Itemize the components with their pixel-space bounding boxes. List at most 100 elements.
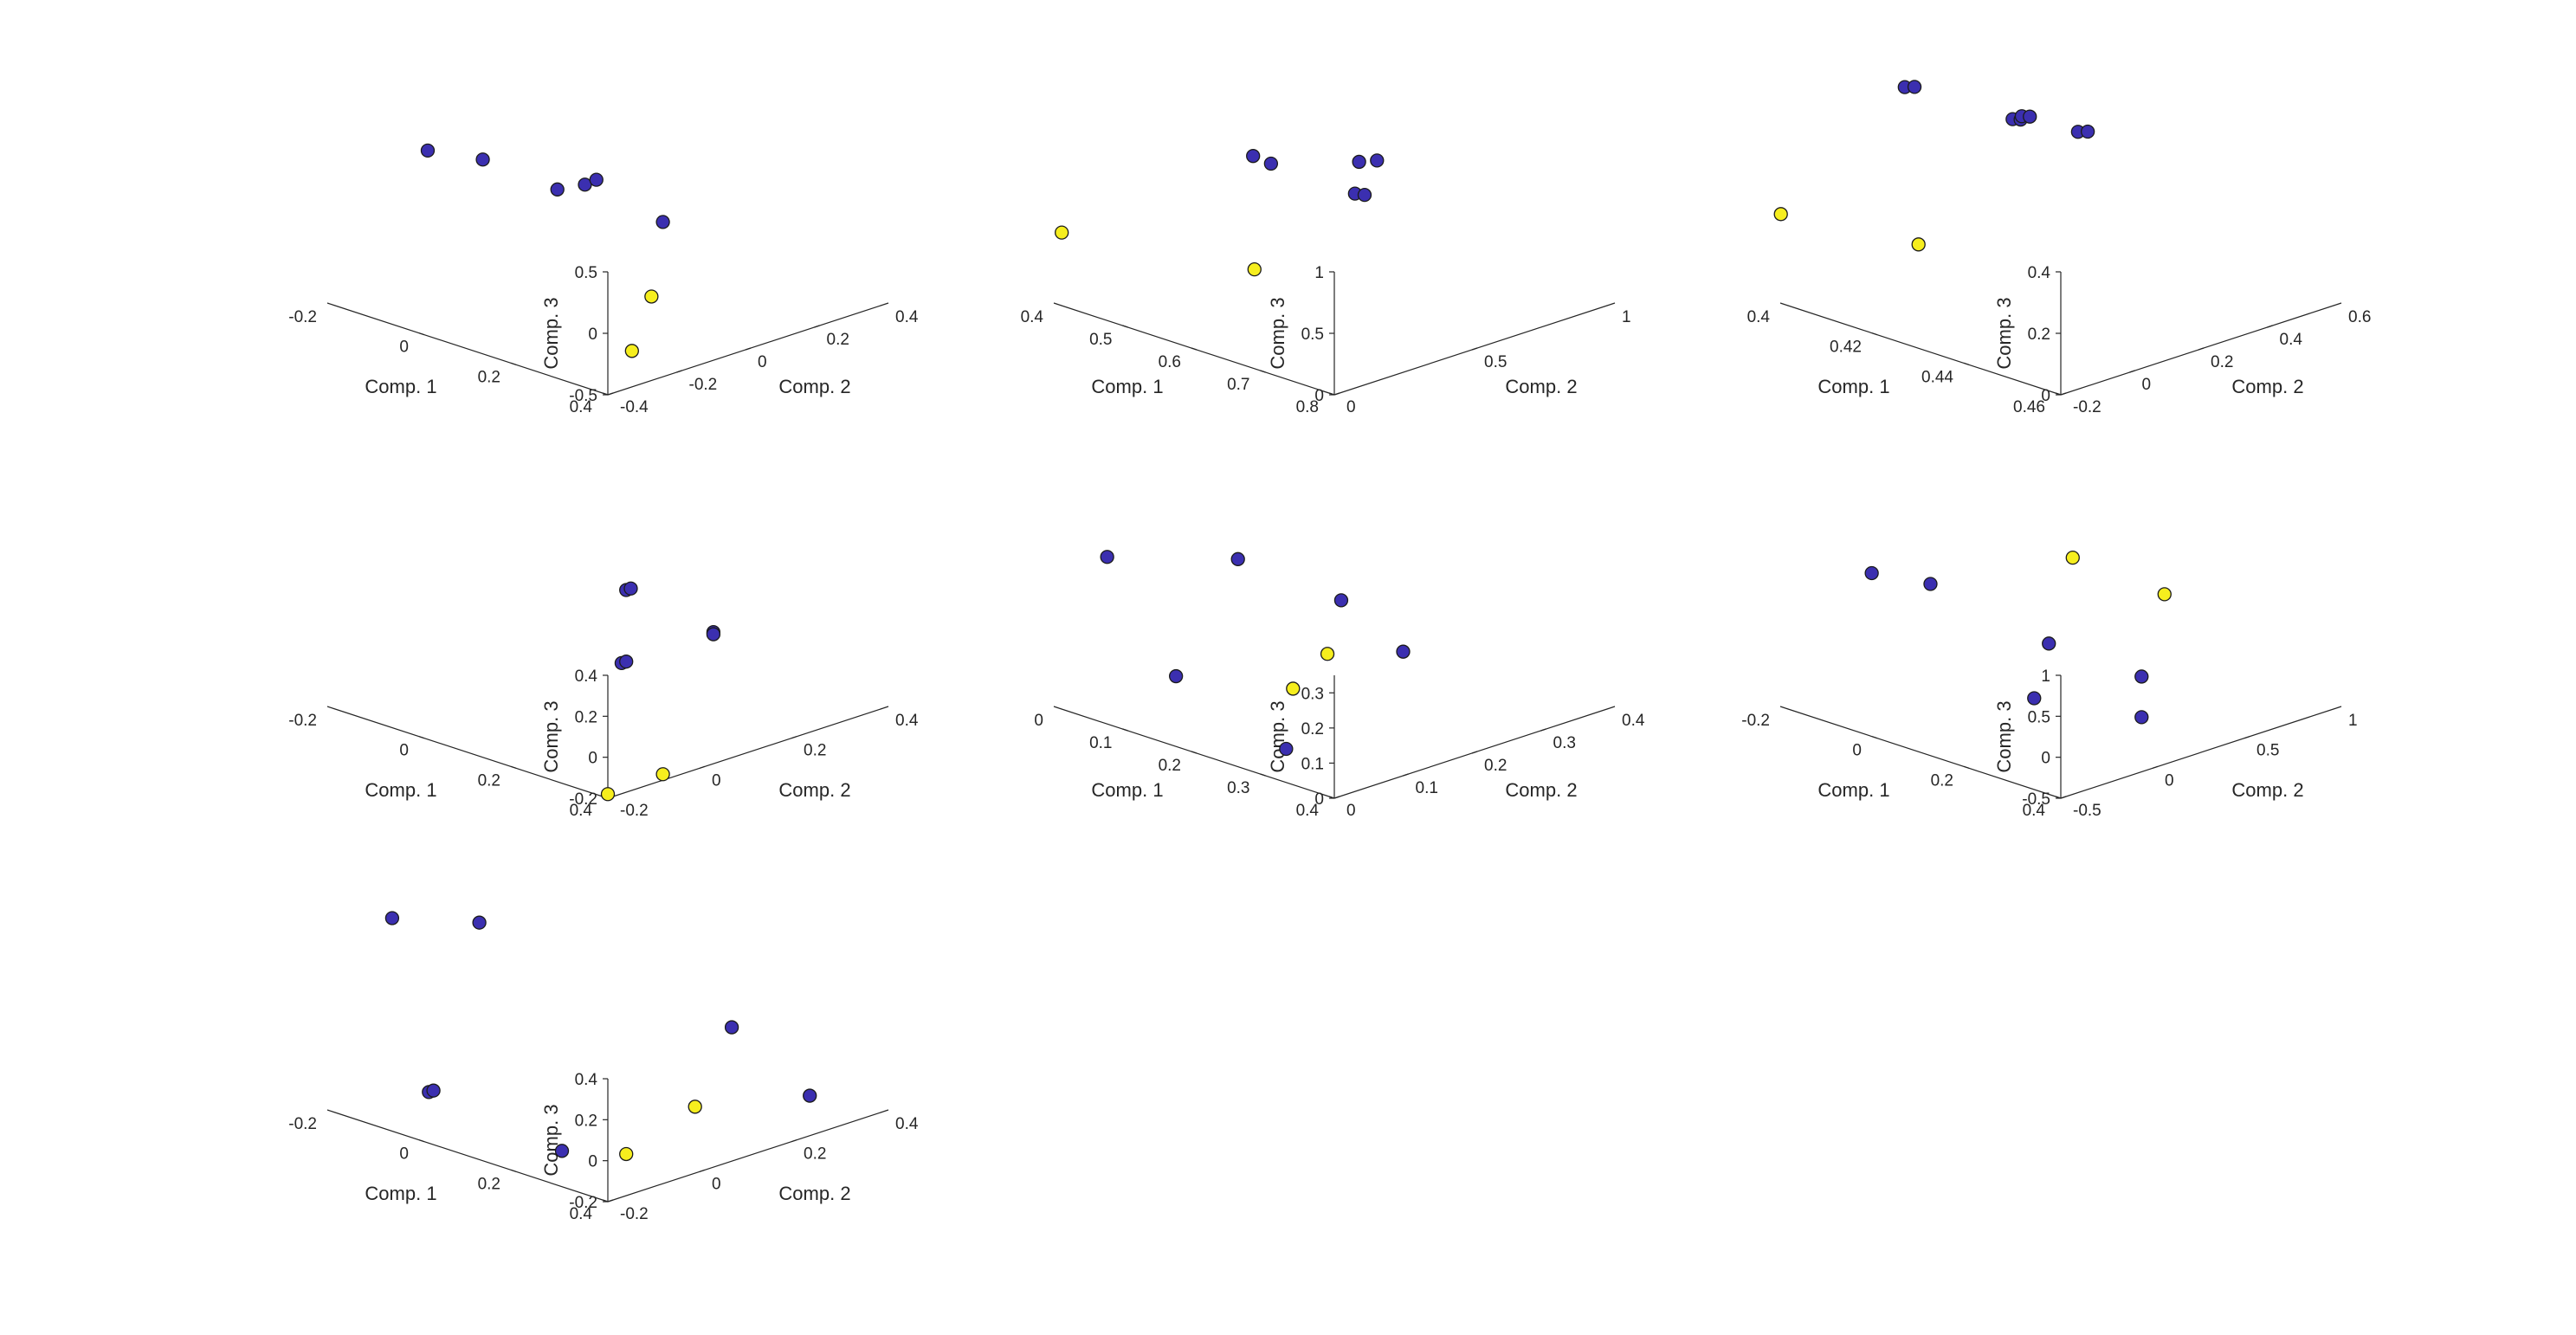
- scatter-point-blue: [803, 1088, 817, 1103]
- x-axis-line: [332, 707, 609, 799]
- x-tick-label: 0.3: [1227, 779, 1249, 797]
- scatter-point-blue: [1333, 593, 1349, 608]
- y-tick-label: 0: [1346, 802, 1356, 820]
- scatter-point-yellow: [1911, 237, 1926, 252]
- y-tick-mark: [676, 370, 682, 373]
- y-tick-mark: [2129, 370, 2135, 373]
- scatter-point-blue: [1100, 550, 1114, 564]
- x-axis-line: [332, 304, 609, 396]
- y-axis-label: Comp. 2: [2231, 779, 2303, 801]
- x-tick-label: 0.2: [1931, 771, 1953, 790]
- x-axis-label: Comp. 1: [1091, 779, 1163, 801]
- scatter-point-blue: [619, 655, 634, 669]
- x-tick-label: 0.4: [570, 1205, 593, 1223]
- y-tick-label: -0.2: [620, 802, 649, 820]
- y-tick-mark: [2060, 392, 2067, 396]
- scatter-point-yellow: [1055, 225, 1069, 240]
- scatter-point-blue: [420, 143, 436, 158]
- z-tick-label: 0.5: [1301, 326, 1324, 344]
- scatter-point-blue: [1907, 80, 1922, 94]
- x-tick-mark: [326, 706, 333, 709]
- y-tick-mark: [607, 1199, 614, 1203]
- z-tick-label: 0.5: [2028, 708, 2050, 726]
- y-tick-label: 0.5: [2256, 742, 2279, 760]
- x-tick-label: 0.6: [1159, 353, 1181, 371]
- scatter-point-blue: [554, 1144, 570, 1158]
- y-tick-mark: [607, 392, 614, 396]
- y-tick-mark: [2198, 347, 2205, 351]
- y-tick-label: 0.4: [895, 712, 919, 730]
- x-tick-label: 0: [1852, 742, 1862, 760]
- x-tick-label: 0.2: [478, 368, 500, 386]
- y-axis-label: Comp. 2: [778, 1183, 850, 1204]
- scatter-point-yellow: [1247, 262, 1262, 277]
- y-tick-mark: [1609, 706, 1616, 709]
- y-tick-mark: [2335, 302, 2342, 306]
- scatter-point-blue: [384, 911, 400, 925]
- x-tick-mark: [418, 736, 425, 739]
- y-tick-label: 0: [712, 771, 721, 790]
- y-tick-label: 0.2: [804, 742, 826, 760]
- y-axis-label: Comp. 2: [1505, 779, 1577, 801]
- y-tick-label: 0.4: [1622, 712, 1645, 730]
- subplot-1: -0.200.20.4 -0.4-0.200.20.4-0.500.5Comp. …: [288, 143, 919, 416]
- x-tick-label: 0.4: [1747, 308, 1771, 326]
- x-tick-label: 0.46: [2013, 398, 2045, 416]
- x-tick-label: -0.2: [1741, 712, 1770, 730]
- scatter-point-yellow: [1286, 681, 1301, 696]
- y-tick-mark: [2152, 765, 2159, 769]
- y-tick-label: 0: [2142, 376, 2152, 394]
- z-tick-label: -0.5: [2022, 790, 2050, 809]
- x-tick-mark: [1260, 773, 1266, 777]
- x-tick-label: 0.4: [1021, 308, 1044, 326]
- subplot-5: 00.10.20.30.4 00.10.20.30.400.10.20.3Comp…: [1034, 550, 1645, 820]
- y-tick-mark: [1333, 796, 1340, 799]
- z-tick-label: 0.4: [575, 668, 598, 686]
- y-tick-mark: [2244, 736, 2250, 739]
- z-tick-label: 0.2: [575, 708, 597, 726]
- z-tick-label: 0.1: [1301, 755, 1324, 773]
- y-tick-label: 0.2: [1484, 757, 1507, 775]
- x-axis-line: [332, 1111, 609, 1203]
- y-tick-mark: [791, 736, 797, 739]
- y-axis-line: [2060, 707, 2337, 799]
- scatter-point-yellow: [655, 767, 670, 782]
- z-tick-label: 0.3: [1301, 685, 1324, 703]
- z-tick-label: 0: [1314, 387, 1324, 405]
- scatter-point-blue: [1357, 188, 1372, 203]
- z-axis-label: Comp. 3: [1267, 297, 1288, 369]
- x-tick-mark: [510, 765, 517, 769]
- y-tick-mark: [791, 1139, 797, 1143]
- z-tick-label: 0: [1314, 790, 1324, 809]
- x-tick-mark: [1963, 765, 1970, 769]
- scatter-point-blue: [1279, 741, 1294, 757]
- x-tick-label: 0.8: [1296, 398, 1319, 416]
- scatter-point-yellow: [644, 289, 659, 304]
- y-tick-mark: [1609, 302, 1616, 306]
- x-tick-mark: [418, 1139, 425, 1143]
- z-tick-label: 1: [2041, 668, 2050, 686]
- y-tick-label: 1: [2348, 712, 2358, 730]
- y-tick-label: 0.4: [2280, 331, 2303, 349]
- y-tick-mark: [1333, 392, 1340, 396]
- z-axis-label: Comp. 3: [1993, 700, 2015, 772]
- x-tick-label: 0.4: [2023, 802, 2046, 820]
- x-tick-label: 0.2: [1159, 757, 1181, 775]
- scatter-point-blue: [2134, 669, 2149, 684]
- z-tick-label: 0.5: [575, 264, 597, 282]
- y-tick-mark: [882, 706, 889, 709]
- z-tick-label: 0: [2041, 750, 2050, 768]
- y-tick-mark: [2060, 796, 2067, 799]
- y-tick-label: 0.2: [804, 1145, 826, 1164]
- y-tick-label: 0: [712, 1175, 721, 1193]
- scatter-point-blue: [1246, 149, 1261, 164]
- x-tick-label: 0.5: [1089, 331, 1112, 349]
- y-axis-label: Comp. 2: [2231, 376, 2303, 397]
- x-tick-mark: [326, 302, 333, 306]
- scatter-point-yellow: [619, 1146, 634, 1162]
- scatter-point-yellow: [2157, 587, 2172, 602]
- x-tick-label: -0.2: [288, 712, 317, 730]
- x-tick-mark: [1871, 736, 1878, 739]
- x-tick-label: 0: [1034, 712, 1043, 730]
